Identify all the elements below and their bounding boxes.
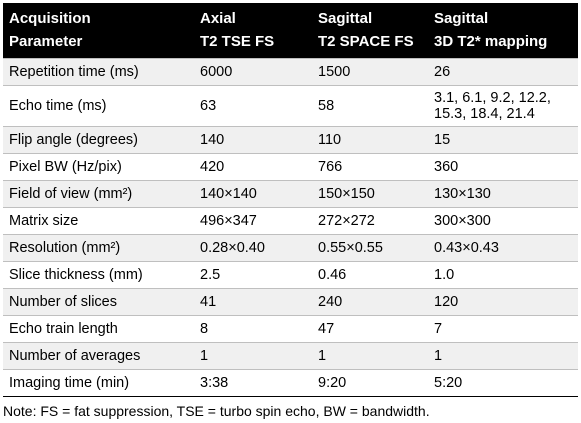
table-header: Acquisition Parameter Axial T2 TSE FS Sa… xyxy=(3,3,578,58)
value-cell: 47 xyxy=(312,314,428,342)
value-cell: 41 xyxy=(194,287,312,315)
header-line: Sagittal xyxy=(434,10,489,28)
header-axial-t2-tse-fs: Axial T2 TSE FS xyxy=(194,3,312,58)
value-cell: 8 xyxy=(194,314,312,342)
value-cell: 3:38 xyxy=(194,368,312,397)
header-row: Acquisition Parameter Axial T2 TSE FS Sa… xyxy=(3,3,578,58)
table-row: Field of view (mm²) 140×140 150×150 130×… xyxy=(3,179,578,207)
value-line: 15.3, 18.4, 21.4 xyxy=(434,105,535,122)
value-cell: 120 xyxy=(428,287,578,315)
parameter-cell: Repetition time (ms) xyxy=(3,57,194,85)
table-row: Echo train length 8 47 7 xyxy=(3,314,578,342)
table-row: Repetition time (ms) 6000 1500 26 xyxy=(3,57,578,85)
value-cell: 496×347 xyxy=(194,206,312,234)
header-line: Parameter xyxy=(9,33,83,51)
value-cell: 110 xyxy=(312,125,428,153)
value-cell: 1 xyxy=(428,341,578,369)
parameter-cell: Imaging time (min) xyxy=(3,368,194,397)
parameter-cell: Flip angle (degrees) xyxy=(3,125,194,153)
parameter-cell: Echo train length xyxy=(3,314,194,342)
value-cell: 360 xyxy=(428,152,578,180)
value-cell: 2.5 xyxy=(194,260,312,288)
table-row: Echo time (ms) 63 58 3.1, 6.1, 9.2, 12.2… xyxy=(3,84,578,126)
value-cell: 1 xyxy=(312,341,428,369)
value-cell: 26 xyxy=(428,57,578,85)
table-row: Resolution (mm²) 0.28×0.40 0.55×0.55 0.4… xyxy=(3,233,578,261)
header-line: T2 SPACE FS xyxy=(318,33,414,51)
header-line: 3D T2* mapping xyxy=(434,33,548,51)
table-body: Repetition time (ms) 6000 1500 26 Echo t… xyxy=(3,57,578,397)
parameter-cell: Number of slices xyxy=(3,287,194,315)
parameter-cell: Matrix size xyxy=(3,206,194,234)
table-row: Imaging time (min) 3:38 9:20 5:20 xyxy=(3,368,578,397)
value-cell: 272×272 xyxy=(312,206,428,234)
parameter-cell: Slice thickness (mm) xyxy=(3,260,194,288)
value-cell: 15 xyxy=(428,125,578,153)
value-cell: 140×140 xyxy=(194,179,312,207)
parameter-cell: Pixel BW (Hz/pix) xyxy=(3,152,194,180)
value-cell: 130×130 xyxy=(428,179,578,207)
value-line: 3.1, 6.1, 9.2, 12.2, xyxy=(434,89,551,106)
value-cell: 0.55×0.55 xyxy=(312,233,428,261)
value-cell: 1 xyxy=(194,341,312,369)
value-cell: 58 xyxy=(312,84,428,126)
parameter-cell: Echo time (ms) xyxy=(3,84,194,126)
value-cell: 140 xyxy=(194,125,312,153)
value-cell: 300×300 xyxy=(428,206,578,234)
table-row: Flip angle (degrees) 140 110 15 xyxy=(3,125,578,153)
parameter-cell: Field of view (mm²) xyxy=(3,179,194,207)
table-row: Number of averages 1 1 1 xyxy=(3,341,578,369)
value-cell: 0.46 xyxy=(312,260,428,288)
header-line: Acquisition xyxy=(9,10,91,28)
table-row: Slice thickness (mm) 2.5 0.46 1.0 xyxy=(3,260,578,288)
value-cell: 3.1, 6.1, 9.2, 12.2, 15.3, 18.4, 21.4 xyxy=(428,84,578,126)
header-parameter: Acquisition Parameter xyxy=(3,3,194,58)
table-row: Number of slices 41 240 120 xyxy=(3,287,578,315)
value-cell: 5:20 xyxy=(428,368,578,397)
value-cell: 240 xyxy=(312,287,428,315)
value-cell: 0.43×0.43 xyxy=(428,233,578,261)
value-cell: 420 xyxy=(194,152,312,180)
value-cell: 766 xyxy=(312,152,428,180)
value-cell: 150×150 xyxy=(312,179,428,207)
value-cell: 1500 xyxy=(312,57,428,85)
parameter-cell: Resolution (mm²) xyxy=(3,233,194,261)
value-cell: 1.0 xyxy=(428,260,578,288)
parameter-cell: Number of averages xyxy=(3,341,194,369)
value-cell: 9:20 xyxy=(312,368,428,397)
header-sagittal-t2-space-fs: Sagittal T2 SPACE FS xyxy=(312,3,428,58)
value-cell: 6000 xyxy=(194,57,312,85)
value-cell: 63 xyxy=(194,84,312,126)
value-cell: 7 xyxy=(428,314,578,342)
header-sagittal-3d-t2-mapping: Sagittal 3D T2* mapping xyxy=(428,3,578,58)
header-line: T2 TSE FS xyxy=(200,33,275,51)
table-row: Pixel BW (Hz/pix) 420 766 360 xyxy=(3,152,578,180)
header-line: Sagittal xyxy=(318,10,373,28)
header-line: Axial xyxy=(200,10,236,28)
acquisition-parameters-table: Acquisition Parameter Axial T2 TSE FS Sa… xyxy=(3,3,578,397)
table-footnote: Note: FS = fat suppression, TSE = turbo … xyxy=(3,403,430,419)
table-row: Matrix size 496×347 272×272 300×300 xyxy=(3,206,578,234)
value-cell: 0.28×0.40 xyxy=(194,233,312,261)
